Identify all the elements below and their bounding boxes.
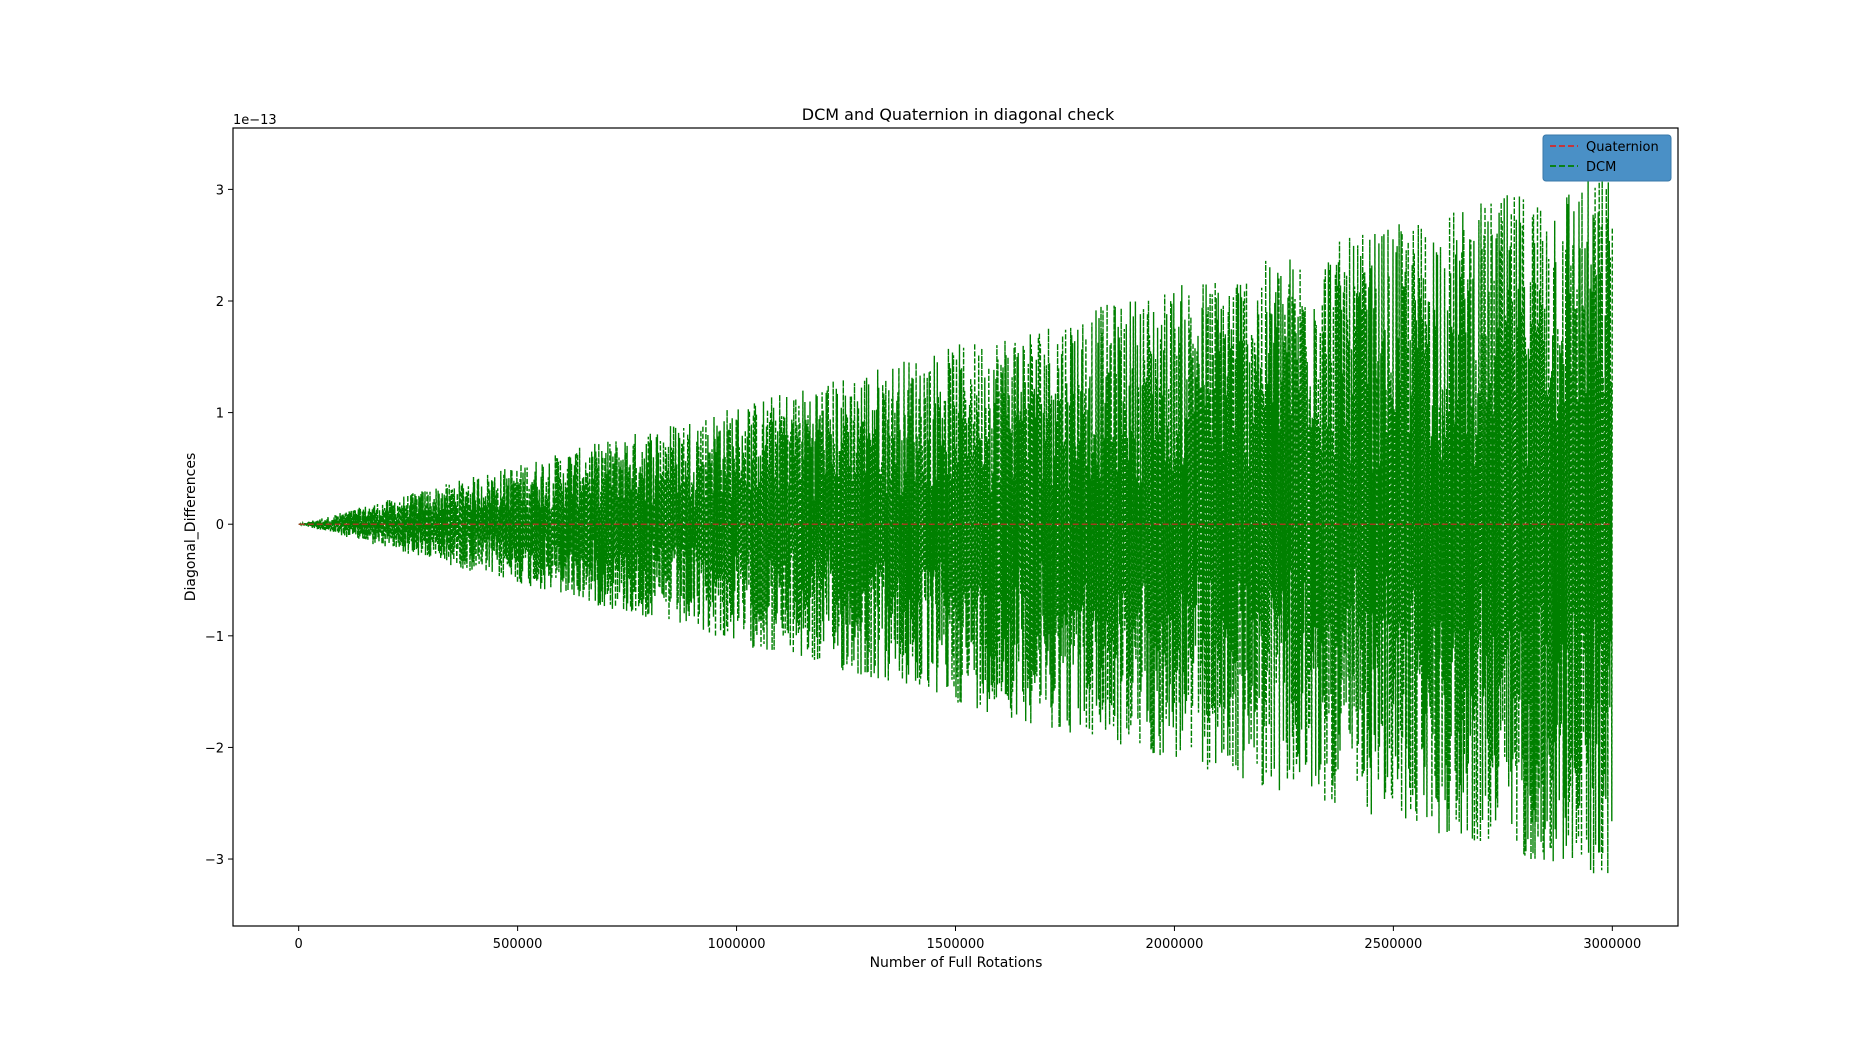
- x-tick-label: 1500000: [927, 937, 985, 952]
- y-tick-label: −3: [205, 853, 224, 868]
- x-tick-label: 500000: [493, 937, 543, 952]
- y-offset-label: 1e−13: [233, 113, 277, 128]
- series-layer: [298, 174, 1613, 874]
- x-tick-label: 3000000: [1583, 937, 1641, 952]
- x-tick-label: 1000000: [708, 937, 766, 952]
- chart-title: DCM and Quaternion in diagonal check: [802, 105, 1115, 124]
- y-tick-label: 1: [216, 407, 224, 422]
- dcm-series-line: [298, 174, 1613, 874]
- x-axis-label: Number of Full Rotations: [870, 955, 1043, 971]
- y-tick-label: 2: [216, 295, 224, 310]
- x-tick-label: 0: [295, 937, 303, 952]
- x-tick-label: 2500000: [1364, 937, 1422, 952]
- y-axis-ticks: −3 −2 −1 0 1 2 3: [205, 183, 233, 868]
- legend-box: [1542, 134, 1672, 182]
- legend: Quaternion DCM: [1542, 134, 1672, 182]
- y-tick-label: 3: [216, 183, 224, 198]
- y-tick-label: 0: [216, 518, 224, 533]
- y-axis-label: Diagonal_Differences: [183, 453, 199, 602]
- y-tick-label: −2: [205, 741, 224, 756]
- y-tick-label: −1: [205, 630, 224, 645]
- x-axis-ticks: 0 500000 1000000 1500000 2000000 2500000 30000…: [295, 926, 1641, 952]
- legend-dcm-label: DCM: [1586, 160, 1616, 175]
- x-tick-label: 2000000: [1145, 937, 1203, 952]
- legend-quaternion-label: Quaternion: [1586, 140, 1659, 155]
